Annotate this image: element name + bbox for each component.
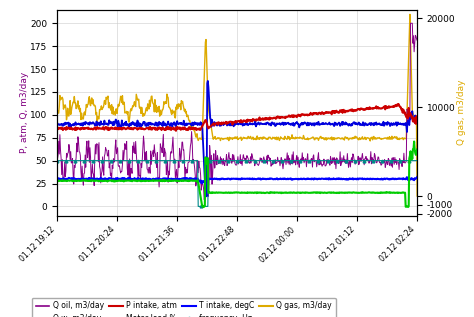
Y-axis label: P, atm, Q, m3/day: P, atm, Q, m3/day	[19, 72, 28, 153]
Legend: Q oil, m3/day, Q w, m3/day, P intake, atm, Motor load %, T intake, degC, frequen: Q oil, m3/day, Q w, m3/day, P intake, at…	[32, 298, 336, 317]
Y-axis label: Q gas, m3/day: Q gas, m3/day	[457, 80, 466, 145]
